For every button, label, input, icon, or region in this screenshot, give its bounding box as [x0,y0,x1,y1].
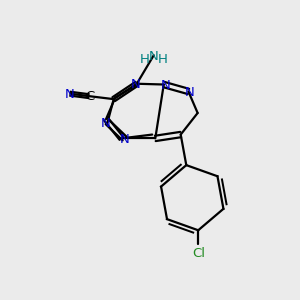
Text: C: C [85,90,94,103]
Text: N: N [120,134,129,146]
Text: N: N [65,88,75,101]
Text: N: N [101,116,111,130]
Text: H: H [158,52,168,66]
Text: N: N [160,79,170,92]
Text: N: N [149,50,159,63]
Text: H: H [140,52,149,66]
Text: N: N [130,78,140,91]
Text: N: N [185,86,195,99]
Text: Cl: Cl [193,247,206,260]
